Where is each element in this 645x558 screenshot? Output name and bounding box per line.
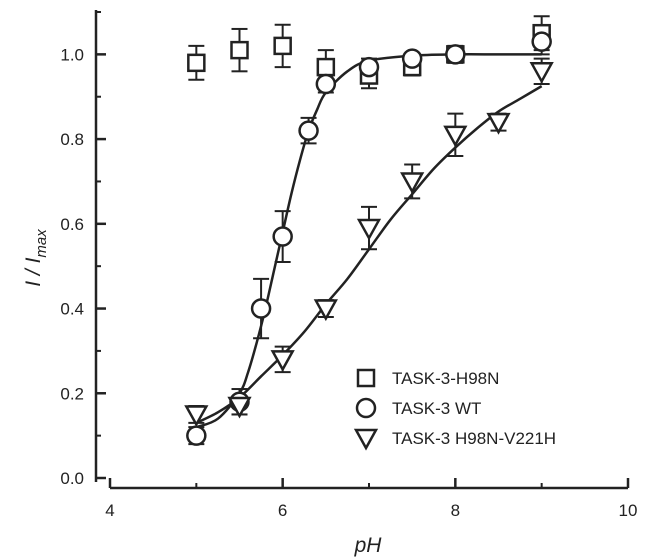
x-axis-title: pH	[354, 534, 383, 557]
data-point	[184, 405, 209, 428]
data-point	[486, 112, 511, 135]
data-point	[315, 73, 337, 95]
y-tick-label: 0.4	[60, 300, 84, 319]
y-axis-title-sub: max	[33, 229, 50, 258]
data-point	[227, 396, 252, 419]
data-point	[273, 36, 292, 56]
y-tick-label: 0.8	[60, 130, 84, 149]
legend: TASK-3-H98N TASK-3 WT TASK-3 H98N-V221H	[353, 368, 556, 451]
axes-group: 0.0 0.2 0.4 0.6 0.8 1.0 4 6 8 10	[60, 10, 637, 520]
data-point	[531, 31, 552, 52]
data-point	[313, 299, 338, 322]
legend-label: TASK-3-H98N	[392, 369, 499, 388]
legend-label: TASK-3 H98N-V221H	[392, 429, 556, 448]
y-tick-label: 0.6	[60, 215, 84, 234]
data-point	[401, 48, 423, 69]
legend-marker	[353, 428, 379, 451]
x-tick-label: 10	[619, 501, 638, 520]
data-point	[272, 226, 293, 247]
legend-label: TASK-3 WT	[392, 399, 481, 418]
data-point	[316, 57, 336, 77]
data-point	[298, 120, 319, 141]
legend-marker	[355, 397, 377, 419]
y-axis-title: I / Imax	[22, 229, 50, 287]
y-axis-title-main: I / I	[22, 257, 45, 286]
y-tick-label: 0.0	[60, 469, 84, 488]
data-point	[270, 350, 295, 372]
x-tick-label: 8	[451, 501, 460, 520]
data-point	[186, 425, 207, 446]
y-tick-label: 1.0	[60, 45, 84, 64]
markers-group	[184, 23, 554, 446]
legend-marker	[356, 368, 376, 388]
data-point	[250, 298, 272, 319]
data-point	[187, 53, 206, 73]
data-point	[358, 56, 380, 78]
data-point	[356, 218, 382, 241]
y-tick-label: 0.2	[60, 384, 84, 403]
x-tick-label: 6	[278, 501, 287, 520]
data-point	[445, 44, 466, 65]
data-point	[529, 62, 554, 84]
data-point	[400, 172, 425, 195]
data-point	[230, 40, 249, 60]
data-point	[443, 125, 468, 148]
x-tick-label: 4	[105, 501, 114, 520]
